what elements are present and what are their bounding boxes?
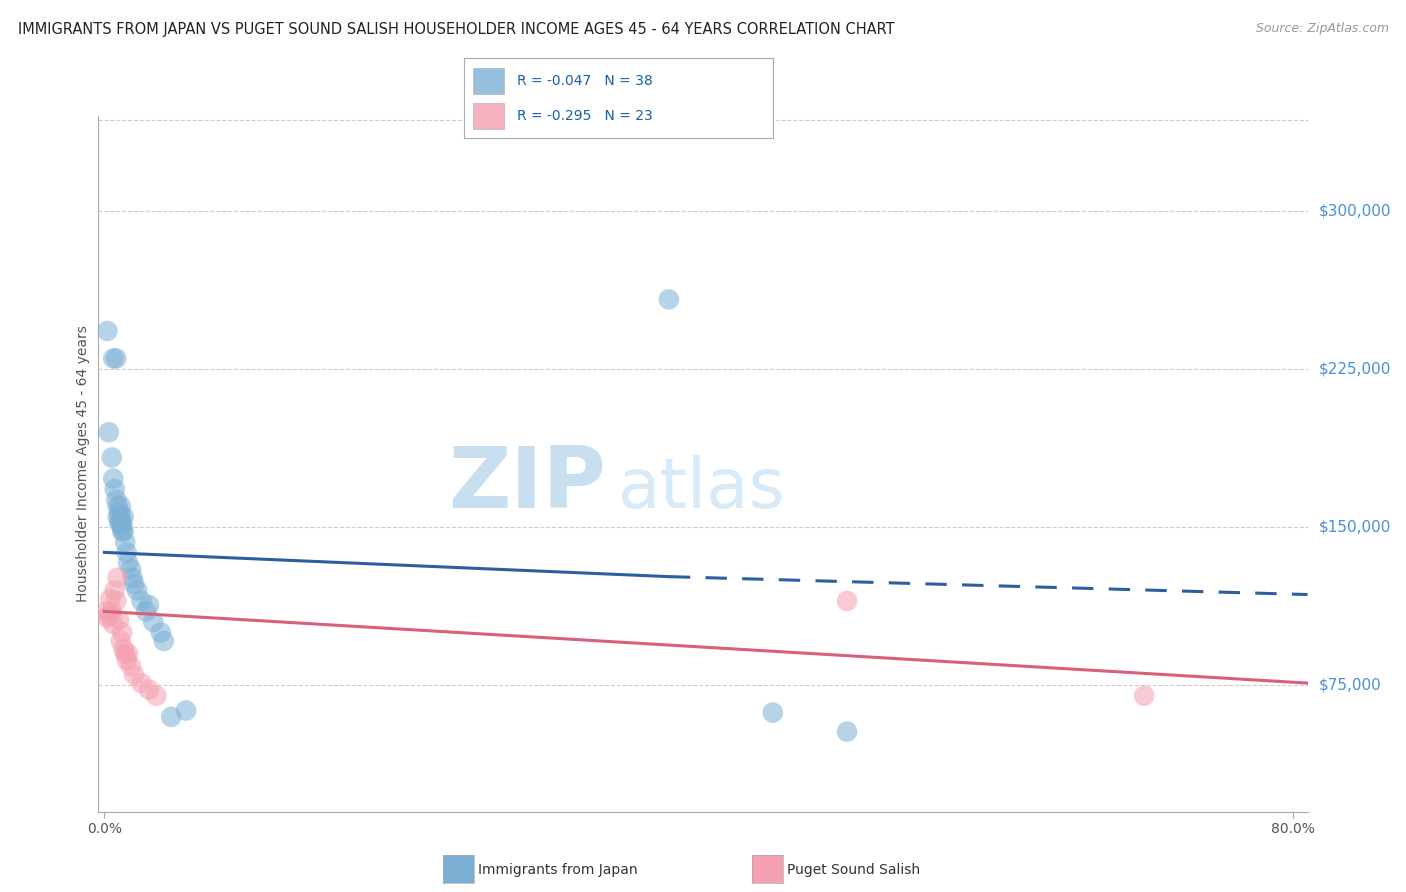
Point [101, 604, 124, 618]
Point [96, 611, 118, 625]
Point [107, 499, 129, 513]
Point [120, 659, 142, 673]
Point [101, 450, 124, 465]
Point [98, 591, 121, 606]
Point [114, 647, 136, 661]
Point [97, 425, 120, 440]
Point [110, 509, 132, 524]
Point [160, 710, 183, 724]
Text: $300,000: $300,000 [1319, 203, 1391, 219]
Point [114, 534, 136, 549]
Point [135, 604, 157, 618]
Point [103, 617, 125, 632]
Text: Puget Sound Salish: Puget Sound Salish [787, 863, 921, 877]
Point [104, 583, 127, 598]
Bar [474, 103, 505, 128]
Point [142, 615, 165, 629]
Point [105, 492, 128, 507]
Point [111, 524, 134, 539]
Point [107, 509, 129, 524]
Text: $75,000: $75,000 [1319, 678, 1382, 693]
Point [110, 499, 132, 513]
Text: IMMIGRANTS FROM JAPAN VS PUGET SOUND SALISH HOUSEHOLDER INCOME AGES 45 - 64 YEAR: IMMIGRANTS FROM JAPAN VS PUGET SOUND SAL… [18, 22, 894, 37]
Point [131, 594, 153, 608]
Point [107, 571, 129, 585]
Point [103, 472, 125, 486]
Text: $225,000: $225,000 [1319, 361, 1391, 376]
Point [122, 667, 145, 681]
Point [112, 509, 135, 524]
Point [110, 516, 132, 530]
Point [131, 676, 153, 690]
Point [104, 482, 127, 496]
Point [120, 562, 142, 576]
Bar [474, 69, 505, 95]
Text: $150,000: $150,000 [1319, 520, 1391, 534]
Text: atlas: atlas [619, 455, 786, 522]
Point [149, 625, 172, 640]
Point [96, 324, 118, 338]
Point [111, 520, 134, 534]
Point [122, 577, 145, 591]
Point [103, 351, 125, 366]
Point [174, 704, 197, 718]
Point [835, 594, 858, 608]
Point [115, 653, 138, 667]
Point [138, 682, 160, 697]
Point [112, 524, 135, 539]
Y-axis label: Householder Income Ages 45 - 64 years: Householder Income Ages 45 - 64 years [76, 326, 90, 602]
Text: R = -0.295   N = 23: R = -0.295 N = 23 [516, 109, 652, 123]
Point [152, 634, 174, 648]
Point [117, 647, 139, 661]
Point [138, 598, 160, 612]
Point [835, 724, 858, 739]
Point [97, 608, 120, 623]
Point [105, 594, 128, 608]
Point [121, 571, 143, 585]
Point [111, 625, 134, 640]
Point [1133, 689, 1156, 703]
Point [108, 613, 131, 627]
Point [115, 545, 138, 559]
Point [145, 689, 167, 703]
Point [105, 351, 128, 366]
Point [110, 634, 132, 648]
Point [112, 642, 135, 657]
Point [94, 604, 117, 618]
Point [125, 583, 148, 598]
Point [117, 556, 139, 570]
Text: ZIP: ZIP [449, 443, 606, 526]
Text: Immigrants from Japan: Immigrants from Japan [478, 863, 638, 877]
Point [658, 293, 681, 307]
Point [108, 505, 131, 519]
Text: Source: ZipAtlas.com: Source: ZipAtlas.com [1256, 22, 1389, 36]
Point [108, 516, 131, 530]
Text: R = -0.047   N = 38: R = -0.047 N = 38 [516, 74, 652, 88]
Point [111, 516, 134, 530]
Point [762, 706, 785, 720]
